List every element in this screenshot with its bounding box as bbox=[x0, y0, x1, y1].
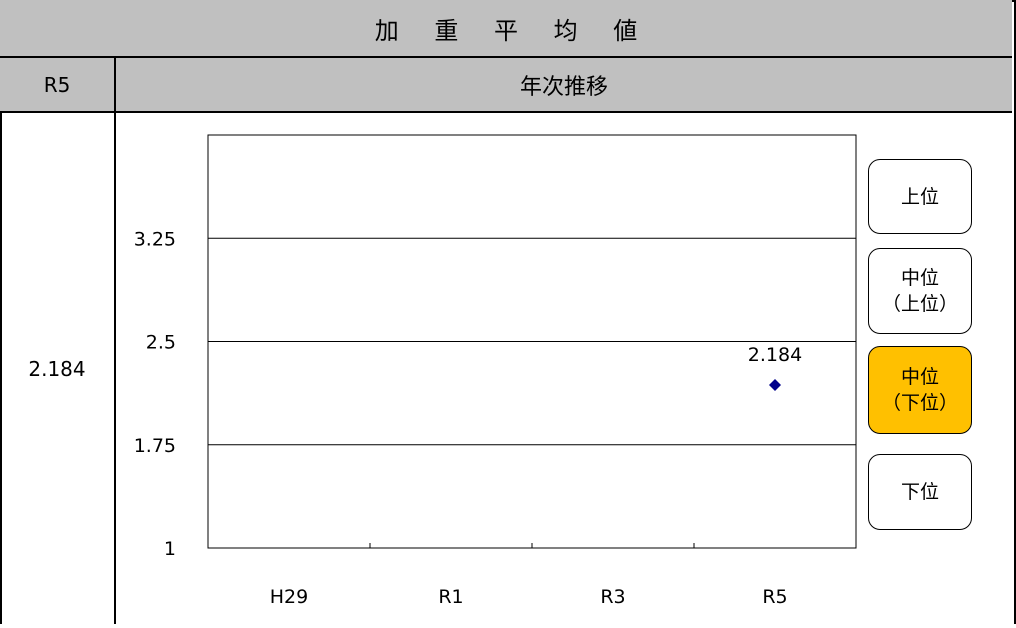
rank-middle-lower-line1: 中位 bbox=[900, 366, 939, 388]
rank-middle-lower-button[interactable]: 中位 （下位） bbox=[868, 346, 972, 434]
y-tick-label: 3.25 bbox=[134, 228, 176, 250]
y-tick-label: 2.5 bbox=[146, 332, 176, 354]
x-tick-label: R1 bbox=[438, 586, 463, 608]
trend-chart: 3.25 2.5 1.75 1 H29 R1 R3 R5 2.184 bbox=[134, 134, 857, 608]
rank-lower-line1: 下位 bbox=[900, 481, 939, 503]
x-tick-label: R3 bbox=[600, 586, 625, 608]
rank-middle-upper-button[interactable]: 中位 （上位） bbox=[868, 248, 972, 334]
rank-lower-button[interactable]: 下位 bbox=[868, 454, 972, 530]
table-title: 加 重 平 均 値 bbox=[0, 0, 1012, 58]
data-label: 2.184 bbox=[748, 344, 802, 366]
y-tick-label: 1.75 bbox=[134, 435, 176, 457]
y-tick-label: 1 bbox=[164, 538, 176, 560]
year-header: R5 bbox=[0, 58, 116, 113]
data-point-marker bbox=[769, 379, 781, 392]
rank-middle-upper-line1: 中位 bbox=[900, 267, 939, 289]
current-value: 2.184 bbox=[0, 113, 116, 624]
x-tick-label: R5 bbox=[762, 586, 787, 608]
trend-header: 年次推移 bbox=[116, 58, 1012, 113]
x-tick-label: H29 bbox=[270, 586, 308, 608]
chart-area: 3.25 2.5 1.75 1 H29 R1 R3 R5 2.184 bbox=[118, 113, 1012, 624]
rank-upper-line1: 上位 bbox=[900, 185, 939, 208]
rank-middle-lower-line2: （下位） bbox=[881, 392, 958, 414]
rank-upper-button[interactable]: 上位 bbox=[868, 159, 972, 234]
rank-middle-upper-line2: （上位） bbox=[881, 293, 958, 315]
